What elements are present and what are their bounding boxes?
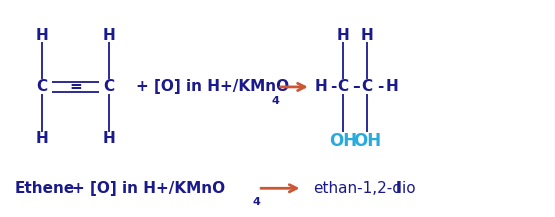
Text: H: H: [102, 131, 115, 146]
Text: C: C: [362, 79, 373, 94]
Text: C: C: [103, 79, 114, 94]
Text: H: H: [36, 131, 49, 146]
Text: H: H: [361, 28, 374, 43]
Text: l: l: [395, 181, 401, 196]
Text: 4: 4: [253, 197, 260, 207]
Text: Ethene: Ethene: [14, 181, 75, 196]
Text: + [O] in H+/KMnO: + [O] in H+/KMnO: [72, 181, 225, 196]
Text: OH: OH: [329, 132, 357, 150]
Text: -: -: [377, 79, 384, 94]
Text: H: H: [385, 79, 398, 94]
Text: C: C: [337, 79, 349, 94]
Text: H: H: [336, 28, 349, 43]
Text: H: H: [314, 79, 327, 94]
Text: + [O] in H+/KMnO: + [O] in H+/KMnO: [137, 79, 290, 94]
Text: –: –: [352, 79, 360, 94]
Text: OH: OH: [353, 132, 381, 150]
Text: C: C: [37, 79, 48, 94]
Text: ethan-1,2-dio: ethan-1,2-dio: [314, 181, 416, 196]
Text: H: H: [102, 28, 115, 43]
Text: -: -: [330, 79, 336, 94]
Text: =: =: [69, 79, 82, 94]
Text: H: H: [36, 28, 49, 43]
Text: 4: 4: [272, 96, 280, 106]
